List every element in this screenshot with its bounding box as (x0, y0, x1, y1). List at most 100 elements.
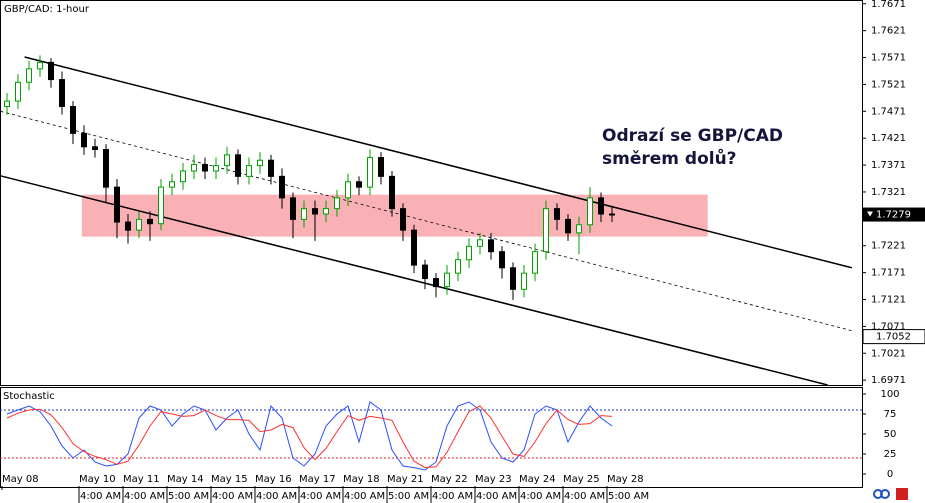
indicator-title: Stochastic (3, 391, 55, 402)
candle-body (388, 175, 395, 210)
annotation: Odrazí se GBP/CAD (602, 126, 783, 146)
x-tick-label: May 24 (519, 474, 556, 485)
y-tick-label: 1.7221 (871, 241, 906, 252)
candle-body (554, 208, 561, 220)
y-tick-label: 1.7671 (871, 0, 906, 10)
y-tick-label: 1.7471 (871, 106, 906, 117)
candle-body (91, 146, 98, 150)
candle-body (587, 197, 594, 226)
candle-body (58, 79, 65, 107)
candle-body (256, 159, 263, 167)
channel-line (24, 56, 852, 269)
candle-body (410, 229, 417, 266)
candle-body (223, 154, 230, 167)
y-tick-label: 1.7171 (871, 268, 906, 279)
candle-body (113, 186, 120, 223)
x-tick-label: May 11 (123, 474, 160, 485)
y-tick-label: 75 (884, 409, 897, 420)
x-tick-label: May 15 (211, 474, 248, 485)
candle-body (168, 181, 175, 188)
y-tick-label: 1.7571 (871, 53, 906, 64)
candle-body (278, 175, 285, 199)
candle-body (609, 213, 616, 216)
y-tick-label: 50 (884, 429, 897, 440)
y-tick-label: 100 (880, 389, 899, 400)
candle-body (80, 132, 87, 148)
current-price-label: 1.7279 (876, 210, 911, 221)
candle-body (146, 218, 153, 225)
candle-body (476, 239, 483, 247)
candle-body (14, 81, 21, 102)
candle-body (190, 164, 197, 172)
x-tick-label: May 16 (255, 474, 292, 485)
candle-body (300, 208, 307, 220)
icon[interactable] (880, 489, 890, 499)
candle-body (289, 197, 296, 220)
x-sublabel: 4:00 AM (212, 491, 253, 502)
current-price-box (863, 207, 925, 222)
x-sublabel: 4:00 AM (564, 491, 605, 502)
candle-body (234, 154, 241, 177)
candle-body (212, 165, 219, 172)
y-tick-label: 1.7321 (871, 187, 906, 198)
y-tick-label: 1.7021 (871, 348, 906, 359)
x-tick-label: May 25 (563, 474, 600, 485)
indicator-title-bg (2, 389, 57, 402)
candle-body (201, 164, 208, 172)
candle-body (576, 224, 583, 234)
candle-body (454, 259, 461, 274)
annotation: směrem dolů? (602, 147, 737, 169)
candle-body (521, 272, 528, 290)
chart-title: GBP/CAD: 1-hour (4, 4, 90, 15)
candle-body (499, 251, 506, 269)
x-sublabel: 4:00 AM (344, 491, 385, 502)
candle-body (465, 245, 472, 261)
y-tick-label: 1.7371 (871, 160, 906, 171)
candle-body (322, 208, 329, 215)
x-tick-label: May 17 (299, 474, 336, 485)
candle-body (377, 157, 384, 177)
x-tick-label: May 14 (167, 474, 204, 485)
x-sublabel: 4:00 AM (80, 491, 121, 502)
y-tick-label: 1.7121 (871, 295, 906, 306)
candle-body (488, 239, 494, 253)
candle-body (245, 165, 252, 177)
x-sublabel: 5:00 AM (388, 491, 429, 502)
level-price-label: 1.7052 (876, 332, 911, 343)
stochastic-line (6, 401, 613, 471)
x-tick-label: May 10 (79, 474, 116, 485)
toolbar-icons[interactable] (873, 488, 908, 500)
stochastic-line (6, 405, 613, 469)
candle-body (532, 251, 539, 274)
x-sublabel: 4:00 AM (300, 491, 341, 502)
x-tick-label: May 22 (431, 474, 468, 485)
candle-body (366, 157, 373, 188)
candle-body (25, 68, 32, 83)
candle-body (510, 267, 517, 290)
x-tick-label: May 23 (475, 474, 512, 485)
x-sublabel: 4:00 AM (256, 491, 297, 502)
x-sublabel: 4:00 AM (476, 491, 517, 502)
candle-body (421, 264, 428, 280)
candle-body (179, 170, 186, 183)
x-tick-label: May 08 (2, 474, 39, 485)
candle-body (267, 159, 274, 177)
x-sublabel: 4:00 AM (432, 491, 473, 502)
candle-body (124, 221, 131, 231)
candle-body (598, 197, 605, 215)
y-tick-label: 1.7421 (871, 133, 906, 144)
candle-body (543, 208, 550, 253)
icon[interactable] (896, 488, 908, 500)
candle-body (432, 278, 439, 288)
y-tick-label: 1.6971 (871, 375, 906, 386)
channel-line (0, 175, 828, 386)
candle-body (311, 208, 318, 215)
candle-body (565, 218, 572, 234)
candle-body (36, 61, 43, 70)
y-tick-label: 1.7621 (871, 26, 906, 37)
candle-body (135, 218, 142, 231)
candle-body (355, 181, 362, 188)
stochastic-panel (0, 387, 863, 488)
candle-body (3, 100, 10, 107)
